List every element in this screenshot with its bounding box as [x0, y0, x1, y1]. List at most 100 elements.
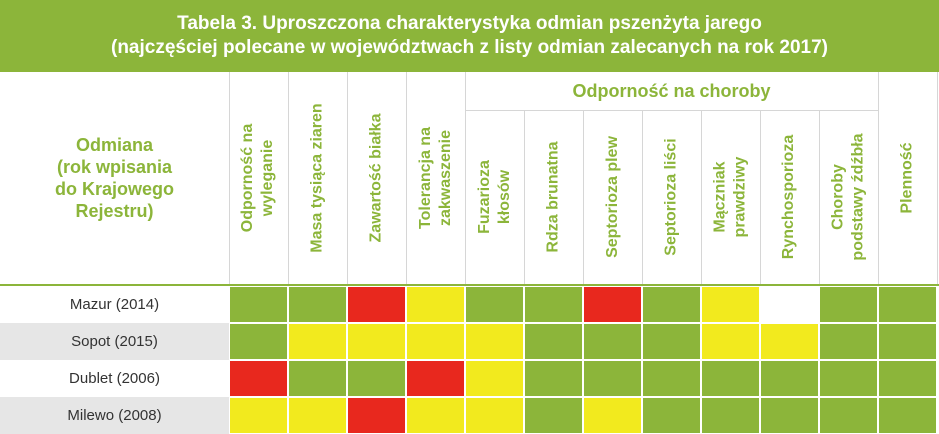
rating-cell — [465, 323, 524, 360]
rating-cell — [760, 323, 819, 360]
column-header-line: Fuzarioza — [475, 160, 493, 234]
row-header-line: Rejestru) — [75, 201, 154, 221]
rating-cell — [701, 397, 760, 434]
rating-cell — [642, 360, 701, 397]
header-divider — [406, 72, 407, 284]
header-divider — [288, 72, 289, 284]
rating-cell — [288, 323, 347, 360]
rating-cell — [229, 286, 288, 323]
rating-cell — [288, 286, 347, 323]
rating-cell — [465, 360, 524, 397]
column-header-line: Septorioza plew — [603, 136, 621, 258]
column-header-line: podstawy źdźbła — [849, 133, 867, 261]
table-title: Tabela 3. Uproszczona charakterystyka od… — [0, 0, 939, 72]
rating-cell — [760, 397, 819, 434]
column-header-label: Tolerancja na zakwaszenie — [416, 127, 456, 229]
column-header-label: Choroby podstawy źdźbła — [829, 133, 869, 260]
rating-cell — [583, 360, 642, 397]
header-divider — [229, 72, 230, 284]
rating-cell — [878, 323, 937, 360]
column-header: Plenność — [878, 72, 937, 284]
column-header-line: Rdza brunatna — [544, 141, 562, 253]
rating-cell — [701, 323, 760, 360]
column-header-line: zakwaszenie — [436, 129, 454, 227]
row-label: Dublet (2006) — [69, 370, 160, 387]
rating-cell — [819, 286, 878, 323]
rating-cell — [701, 360, 760, 397]
rating-cell — [406, 286, 465, 323]
group-header-disease-resistance: Odporność na choroby — [572, 80, 771, 101]
header-area — [0, 72, 939, 284]
row-label: Mazur (2014) — [69, 296, 160, 313]
rating-cell — [347, 360, 406, 397]
title-line-2: (najczęściej polecane w województwach z … — [111, 37, 828, 58]
rating-cell — [760, 286, 819, 323]
rating-cell — [347, 286, 406, 323]
column-header: Odporność na wyleganie — [229, 72, 288, 284]
column-header-label: Septorioza plew — [603, 136, 623, 258]
header-divider — [465, 72, 466, 284]
rating-cell — [347, 323, 406, 360]
column-header-label: Rynchosporioza — [780, 135, 800, 259]
header-divider — [701, 110, 702, 284]
rating-cell — [701, 286, 760, 323]
row-header-line: do Krajowego — [54, 179, 174, 199]
rating-cell — [465, 286, 524, 323]
rating-cell — [347, 397, 406, 434]
rating-cell — [642, 286, 701, 323]
column-header-line: Masa tysiąca ziaren — [308, 103, 326, 253]
rating-cell — [760, 360, 819, 397]
column-header-label: Fuzarioza kłosów — [475, 160, 515, 234]
column-header-label: Odporność na wyleganie — [239, 124, 279, 232]
row-header-line: Odmiana — [75, 135, 154, 155]
rating-cell — [288, 360, 347, 397]
column-header-line: Choroby — [829, 164, 847, 230]
rating-cell — [406, 360, 465, 397]
rating-cell — [524, 286, 583, 323]
column-header: Masa tysiąca ziaren — [288, 72, 347, 284]
column-header-line: Rynchosporioza — [780, 134, 798, 260]
column-header-label: Rdza brunatna — [544, 141, 564, 252]
header-divider — [819, 110, 820, 284]
rating-cell — [524, 323, 583, 360]
column-header-label: Septorioza liści — [662, 138, 682, 255]
column-header: Septorioza plew — [583, 110, 642, 284]
column-header-line: Tolerancja na — [416, 127, 434, 229]
title-line-1: Tabela 3. Uproszczona charakterystyka od… — [177, 13, 762, 34]
rating-cell — [406, 323, 465, 360]
column-header-line: wyleganie — [259, 139, 277, 217]
column-header-line: Mączniak — [711, 161, 729, 233]
row-label: Sopot (2015) — [0, 323, 229, 360]
column-header-label: Zawartość białka — [367, 114, 387, 243]
column-header-line: Odporność na — [239, 123, 257, 233]
rating-cell — [524, 397, 583, 434]
column-header: Septorioza liści — [642, 110, 701, 284]
column-header: Tolerancja na zakwaszenie — [406, 72, 465, 284]
header-divider — [583, 110, 584, 284]
header-divider — [937, 72, 938, 284]
column-header-line: kłosów — [495, 169, 513, 225]
row-header-line: (rok wpisania — [56, 157, 173, 177]
rating-cell — [819, 360, 878, 397]
column-header-line: Zawartość białka — [367, 113, 385, 243]
rating-cell — [878, 360, 937, 397]
column-header-line: Plenność — [898, 142, 916, 214]
rating-cell — [229, 323, 288, 360]
row-header-odmiana: Odmiana (rok wpisania do Krajowego Rejes… — [0, 72, 229, 284]
rating-cell — [465, 397, 524, 434]
rating-cell — [583, 323, 642, 360]
column-header: Fuzarioza kłosów — [465, 110, 524, 284]
column-header: Rdza brunatna — [524, 110, 583, 284]
header-divider — [524, 110, 525, 284]
rating-cell — [229, 397, 288, 434]
header-divider — [347, 72, 348, 284]
rating-cell — [406, 397, 465, 434]
column-header: Mączniak prawdziwy — [701, 110, 760, 284]
column-header: Zawartość białka — [347, 72, 406, 284]
column-header-line: Septorioza liści — [662, 138, 680, 256]
column-header: Choroby podstawy źdźbła — [819, 110, 878, 284]
header-rule — [0, 284, 939, 286]
rating-cell — [878, 397, 937, 434]
rating-cell — [288, 397, 347, 434]
